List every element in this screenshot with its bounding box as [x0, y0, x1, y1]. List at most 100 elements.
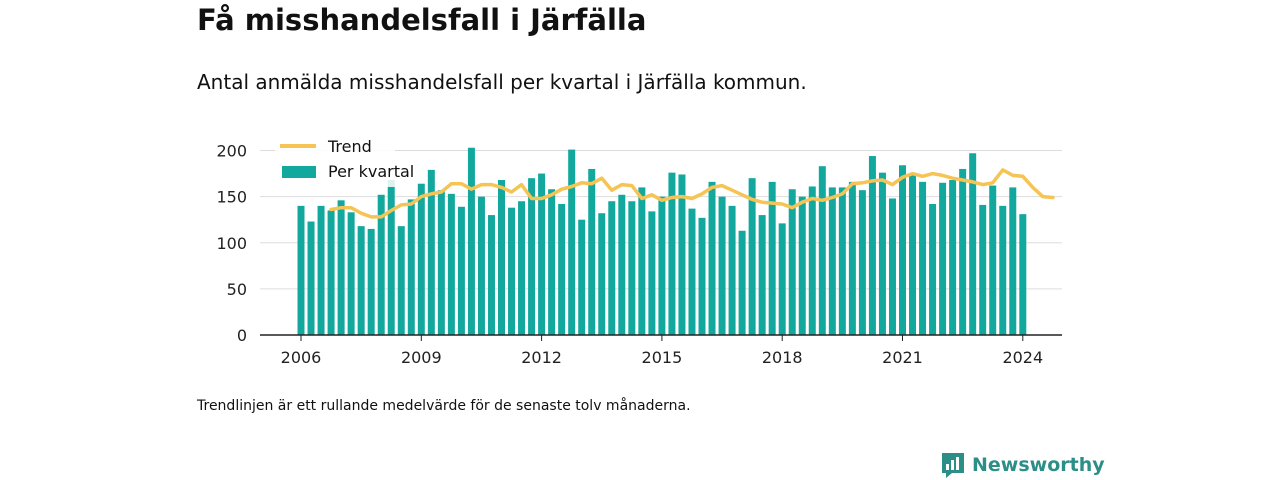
bar — [628, 201, 636, 335]
bar — [477, 196, 485, 335]
bar — [939, 182, 947, 335]
bar — [498, 180, 505, 335]
bar — [487, 215, 495, 335]
bar — [317, 205, 325, 335]
bar — [347, 212, 355, 335]
bar — [588, 168, 596, 335]
x-tick-label: 2021 — [882, 348, 923, 367]
bar — [427, 169, 435, 335]
bar — [538, 173, 546, 335]
bar — [999, 205, 1007, 335]
y-tick-label: 50 — [227, 280, 247, 299]
bar — [357, 226, 365, 335]
bar — [828, 187, 836, 335]
bar — [598, 213, 606, 335]
x-tick-label: 2012 — [521, 348, 562, 367]
bar — [708, 181, 716, 335]
bar — [518, 201, 526, 335]
bar — [307, 221, 315, 335]
bar — [407, 199, 415, 335]
axes: 0 50 100 150 200 2006 2009 2012 2015 2018 2021 2024 — [216, 142, 1062, 367]
legend: Trend Per kvartal — [275, 137, 414, 187]
x-tick-label: 2024 — [1002, 348, 1043, 367]
bar — [919, 181, 927, 335]
legend-bar-swatch — [282, 166, 316, 178]
bar — [768, 181, 776, 335]
bar — [838, 187, 846, 335]
bar — [327, 210, 335, 335]
bar — [1019, 214, 1027, 335]
legend-trend-label: Trend — [327, 137, 372, 156]
bar — [387, 180, 395, 335]
y-tick-label: 100 — [216, 234, 247, 253]
bar — [989, 185, 997, 335]
newsworthy-logo-icon — [942, 453, 964, 478]
bar — [778, 223, 786, 335]
bar — [818, 166, 826, 335]
brand[interactable]: Newsworthy — [940, 451, 1105, 479]
bar — [848, 181, 856, 335]
bar — [798, 196, 806, 335]
x-tick-label: 2018 — [762, 348, 803, 367]
bar — [858, 190, 866, 335]
bar — [568, 149, 576, 335]
bar — [738, 230, 746, 335]
y-tick-label: 0 — [237, 326, 247, 345]
bar — [788, 189, 796, 335]
x-tick-label: 2009 — [401, 348, 442, 367]
bar — [508, 207, 516, 335]
brand-name: Newsworthy — [972, 454, 1105, 476]
bar — [397, 226, 405, 335]
bar — [447, 193, 455, 335]
bar — [558, 204, 566, 335]
bar — [718, 196, 726, 335]
bar — [528, 178, 536, 335]
bar — [658, 196, 666, 335]
bar — [668, 172, 676, 335]
bar — [337, 200, 345, 335]
x-tick-label: 2006 — [281, 348, 322, 367]
bar — [728, 205, 736, 335]
bar — [437, 190, 445, 335]
footnote: Trendlinjen är ett rullande medelvärde f… — [197, 398, 691, 414]
bar — [467, 147, 475, 335]
bar — [678, 174, 686, 335]
bar — [457, 206, 465, 335]
bar — [548, 189, 556, 335]
bar-series — [297, 147, 1027, 335]
bar — [868, 156, 876, 335]
y-tick-label: 150 — [216, 188, 247, 207]
bar — [808, 186, 816, 335]
bar — [929, 204, 937, 335]
bar — [648, 211, 656, 335]
bar — [638, 187, 646, 335]
bar — [899, 165, 906, 335]
bar — [1009, 187, 1017, 335]
bar — [959, 168, 967, 335]
bar — [969, 153, 977, 335]
legend-bar-label: Per kvartal — [328, 162, 414, 181]
bar — [888, 198, 896, 335]
x-tick-label: 2015 — [642, 348, 683, 367]
bar — [878, 172, 886, 335]
bar — [578, 219, 586, 335]
bar — [417, 183, 425, 335]
chart-title: Få misshandelsfall i Järfälla — [197, 3, 647, 37]
y-tick-label: 200 — [216, 142, 247, 161]
trend-series — [329, 168, 1055, 219]
bar — [758, 215, 766, 335]
bar — [949, 180, 957, 335]
bar — [698, 217, 706, 335]
bar — [688, 208, 696, 335]
trend-line — [329, 168, 1055, 219]
bar — [297, 205, 305, 335]
bar — [367, 228, 375, 335]
bar — [979, 204, 987, 335]
bar — [618, 194, 626, 335]
bar — [608, 201, 616, 335]
bar — [748, 178, 756, 335]
chart-subtitle: Antal anmälda misshandelsfall per kvarta… — [197, 70, 807, 94]
bar — [909, 173, 917, 335]
bar — [377, 194, 385, 335]
